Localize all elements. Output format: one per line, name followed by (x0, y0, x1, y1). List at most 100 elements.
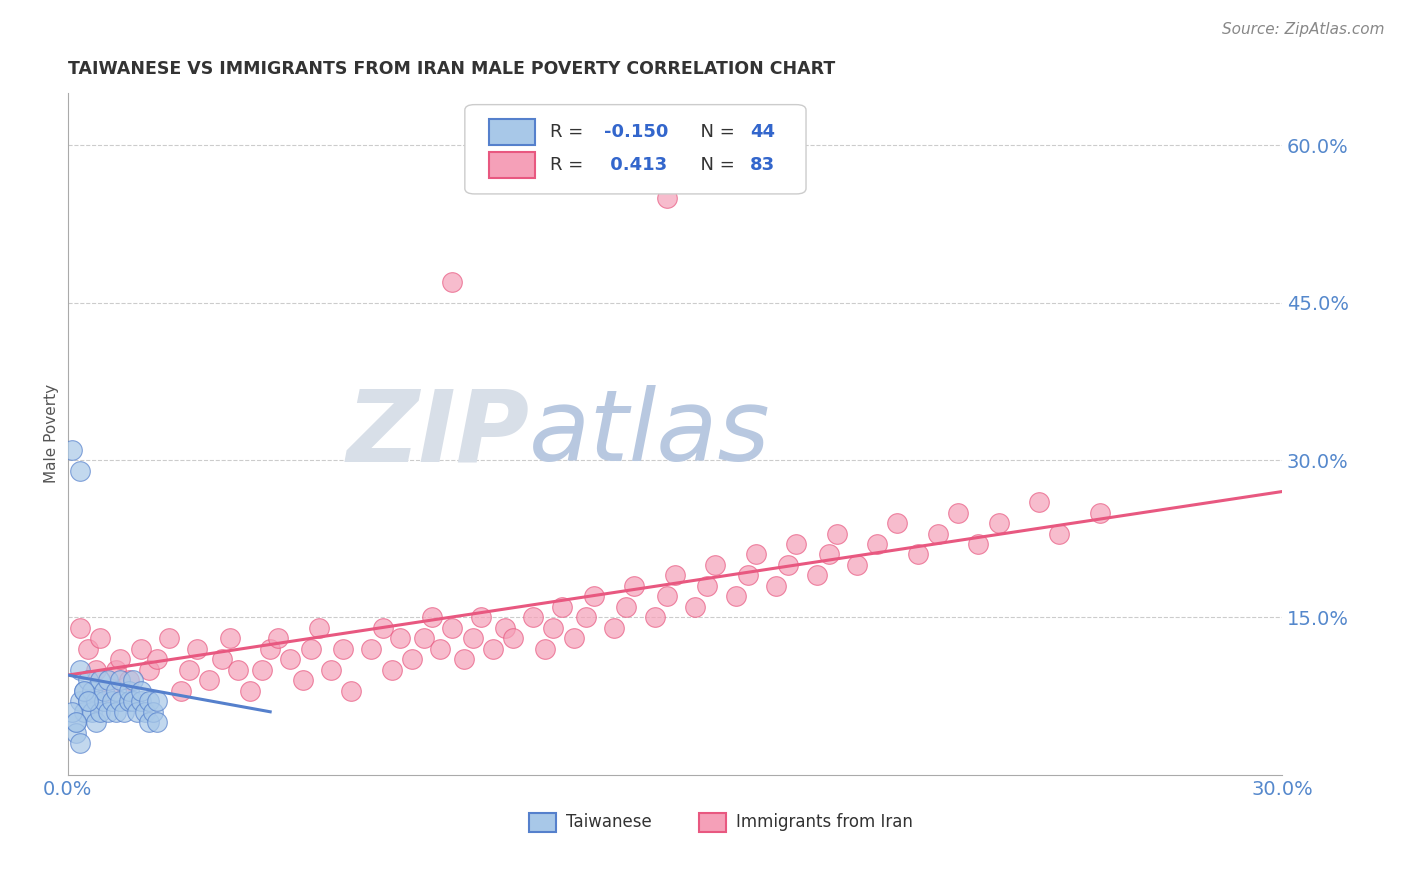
Point (77, 673, 100, 688)
Point (494, 621, 516, 635)
Point (89, 673, 111, 688)
Point (101, 694, 124, 708)
Point (683, 599, 706, 614)
Point (77, 694, 100, 708)
Point (129, 694, 152, 708)
Point (146, 715, 169, 730)
Point (97, 705, 120, 719)
Point (77, 641, 100, 656)
Text: Immigrants from Iran: Immigrants from Iran (735, 814, 912, 831)
Point (575, 610, 598, 624)
Point (110, 673, 132, 688)
Point (886, 516, 908, 530)
Point (481, 641, 503, 656)
Point (785, 537, 807, 551)
Point (226, 663, 249, 677)
Point (907, 548, 929, 562)
Point (146, 694, 169, 708)
Point (664, 568, 686, 582)
Point (308, 621, 330, 635)
Point (825, 526, 848, 541)
Point (299, 641, 322, 656)
Point (1047, 526, 1070, 541)
Point (80, 705, 103, 719)
Point (84, 663, 107, 677)
Point (179, 663, 201, 677)
Point (69, 694, 91, 708)
Point (1028, 495, 1050, 509)
Point (129, 641, 152, 656)
Point (470, 610, 492, 624)
Point (381, 663, 404, 677)
Text: N =: N = (689, 155, 741, 174)
Point (73, 683, 96, 698)
Point (89, 705, 111, 719)
Point (125, 705, 148, 719)
Point (117, 683, 139, 698)
Point (65, 715, 87, 730)
Point (69, 464, 91, 478)
Point (655, 590, 678, 604)
Text: 44: 44 (751, 123, 775, 141)
Point (360, 641, 382, 656)
Point (138, 694, 160, 708)
Point (522, 610, 544, 624)
Text: N =: N = (689, 123, 741, 141)
Point (987, 516, 1010, 530)
Point (77, 694, 100, 708)
Point (413, 632, 436, 646)
Point (534, 641, 557, 656)
Text: 0.413: 0.413 (605, 155, 668, 174)
Text: TAIWANESE VS IMMIGRANTS FROM IRAN MALE POVERTY CORRELATION CHART: TAIWANESE VS IMMIGRANTS FROM IRAN MALE P… (67, 60, 835, 78)
Point (69, 621, 91, 635)
Point (967, 537, 990, 551)
Point (319, 663, 342, 677)
Point (157, 632, 180, 646)
Point (614, 599, 637, 614)
Text: 83: 83 (751, 155, 775, 174)
Point (218, 632, 240, 646)
Point (429, 641, 451, 656)
Point (121, 694, 143, 708)
Point (138, 715, 160, 730)
Point (778, 558, 800, 572)
Point (114, 705, 136, 719)
Text: atlas: atlas (529, 385, 770, 483)
Point (84, 694, 107, 708)
Point (69, 736, 91, 750)
Point (73, 683, 96, 698)
Point (146, 652, 169, 666)
Point (846, 558, 869, 572)
Point (105, 705, 128, 719)
Point (142, 705, 165, 719)
Point (73, 705, 96, 719)
Point (117, 694, 139, 708)
Text: R =: R = (550, 123, 589, 141)
Point (765, 579, 787, 593)
Point (121, 673, 143, 688)
Point (110, 652, 132, 666)
Point (60, 442, 83, 457)
Point (1088, 506, 1111, 520)
Text: R =: R = (550, 155, 589, 174)
Point (388, 632, 411, 646)
Point (117, 673, 139, 688)
Point (502, 632, 524, 646)
Point (65, 725, 87, 739)
Point (110, 694, 132, 708)
Point (441, 621, 464, 635)
Y-axis label: Male Poverty: Male Poverty (45, 384, 59, 483)
FancyBboxPatch shape (529, 813, 555, 832)
Point (550, 599, 572, 614)
Point (186, 641, 208, 656)
Text: Taiwanese: Taiwanese (565, 814, 651, 831)
Point (373, 621, 395, 635)
Point (461, 632, 484, 646)
Point (134, 705, 156, 719)
Point (65, 715, 87, 730)
Point (696, 579, 718, 593)
Point (93, 683, 115, 698)
Point (562, 632, 585, 646)
Point (644, 610, 666, 624)
Point (291, 673, 314, 688)
